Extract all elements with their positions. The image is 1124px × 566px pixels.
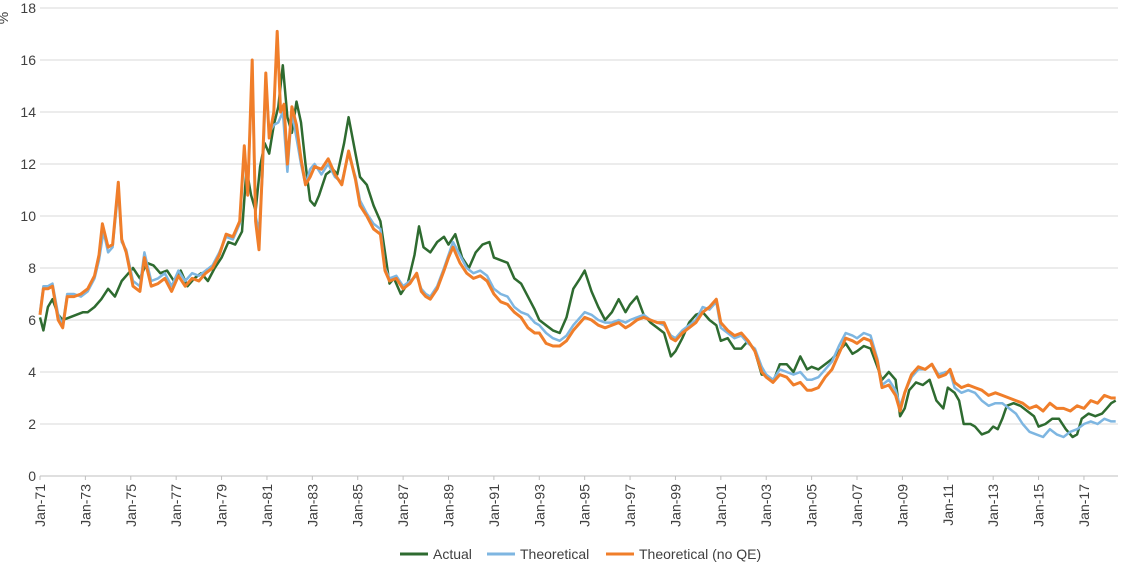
legend-item-theoretical-no-qe: Theoretical (no QE) — [606, 546, 761, 562]
x-tick-label: Jan-95 — [577, 484, 593, 527]
y-tick-label: 18 — [20, 0, 36, 16]
x-tick-labels: Jan-71 Jan-73 Jan-75 Jan-77 Jan-79 Jan-81 Jan-… — [32, 476, 1092, 527]
x-tick-label: Jan-99 — [667, 484, 683, 527]
x-tick-label: Jan-11 — [940, 484, 956, 526]
x-tick-label: Jan-15 — [1031, 484, 1047, 527]
legend-item-actual: Actual — [400, 546, 472, 562]
y-tick-label: 10 — [20, 208, 36, 224]
y-tick-label: 8 — [28, 260, 36, 276]
gridlines — [40, 7, 1118, 425]
y-tick-labels: 0 2 4 6 8 10 12 14 16 18 — [20, 0, 36, 484]
x-tick-label: Jan-17 — [1076, 484, 1092, 527]
legend-label-theoretical: Theoretical — [520, 546, 589, 562]
legend-item-theoretical: Theoretical — [487, 546, 589, 562]
series-lines — [38, 29, 1117, 439]
y-axis-label: % — [0, 12, 11, 24]
x-tick-label: Jan-77 — [168, 484, 184, 527]
x-tick-label: Jan-71 — [32, 484, 48, 527]
y-tick-label: 6 — [28, 312, 36, 328]
x-tick-label: Jan-75 — [123, 484, 139, 527]
x-tick-label: Jan-89 — [441, 484, 457, 527]
series-line-actual — [38, 63, 1117, 439]
y-tick-label: 16 — [20, 52, 36, 68]
legend-label-theoretical-no-qe: Theoretical (no QE) — [639, 546, 761, 562]
y-tick-label: 4 — [28, 364, 36, 380]
x-tick-label: Jan-93 — [531, 484, 547, 527]
x-tick-label: Jan-79 — [214, 484, 230, 527]
x-tick-label: Jan-07 — [849, 484, 865, 527]
x-tick-label: Jan-83 — [304, 484, 320, 527]
x-tick-label: Jan-03 — [758, 484, 774, 527]
y-tick-label: 14 — [20, 104, 36, 120]
x-tick-label: Jan-97 — [622, 484, 638, 527]
legend-label-actual: Actual — [433, 546, 472, 562]
y-tick-label: 2 — [28, 416, 36, 432]
x-tick-label: Jan-81 — [259, 484, 275, 527]
x-tick-label: Jan-05 — [804, 484, 820, 527]
y-tick-label: 12 — [20, 156, 36, 172]
x-tick-label: Jan-73 — [77, 484, 93, 527]
x-tick-label: Jan-85 — [350, 484, 366, 527]
x-tick-label: Jan-87 — [395, 484, 411, 527]
series-line-theoretical-no-qe — [38, 29, 1116, 413]
x-tick-label: Jan-01 — [713, 484, 729, 527]
x-tick-label: Jan-13 — [985, 484, 1001, 527]
legend: Actual Theoretical Theoretical (no QE) — [400, 546, 761, 562]
x-tick-label: Jan-09 — [894, 484, 910, 527]
x-tick-label: Jan-91 — [486, 484, 502, 527]
y-tick-label: 0 — [28, 468, 36, 484]
